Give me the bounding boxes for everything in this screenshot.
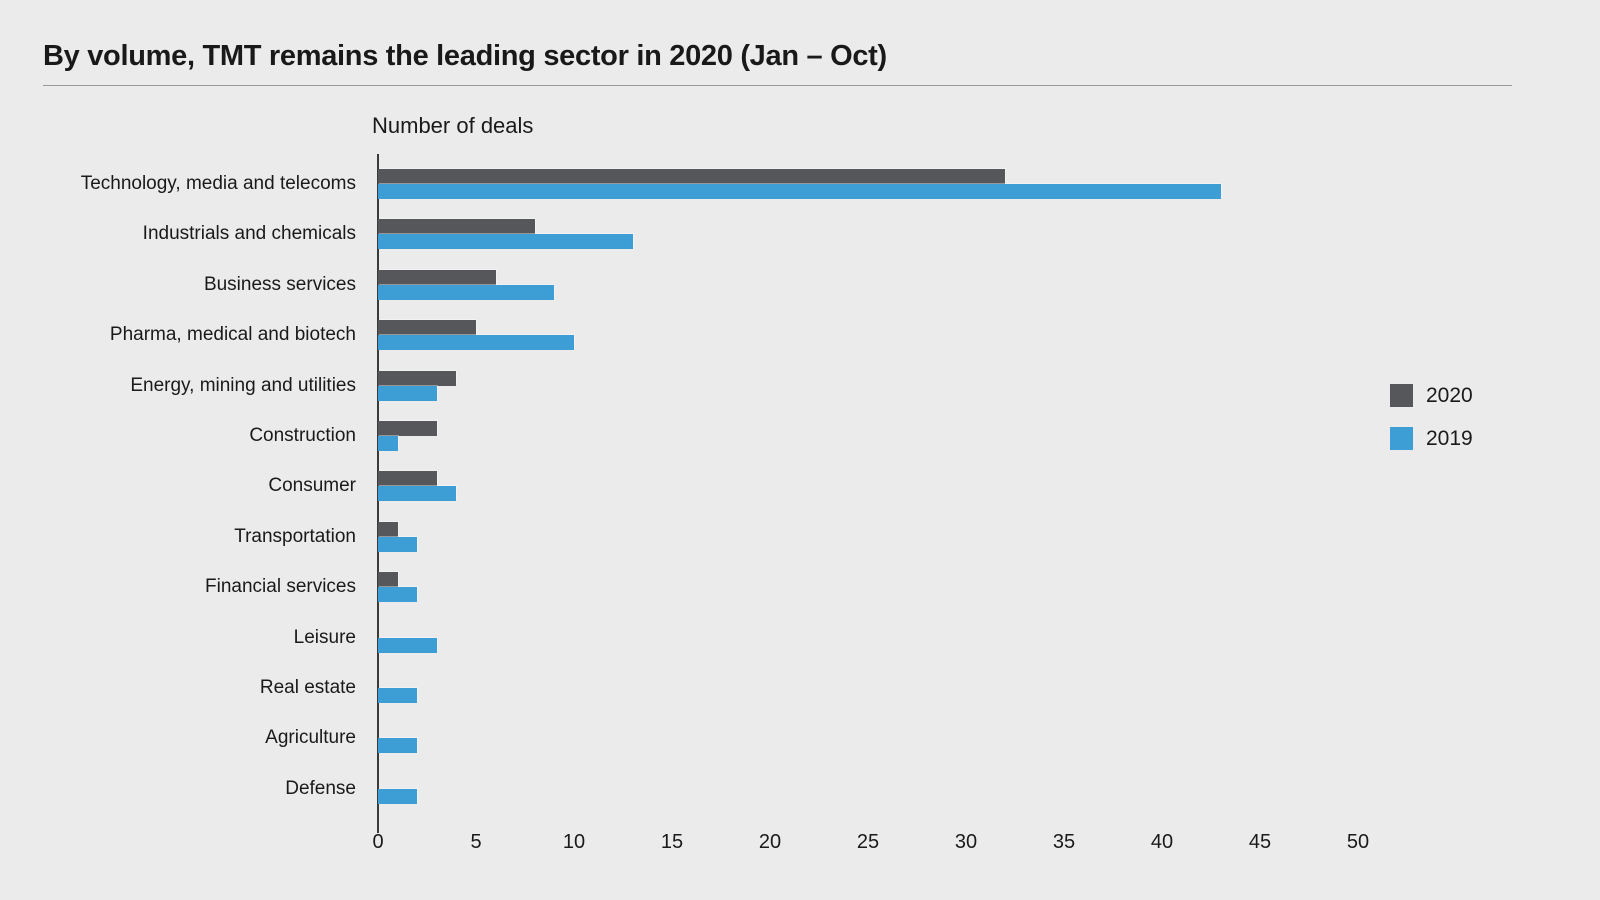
category-label: Industrials and chemicals [142,223,356,244]
bar-2019 [378,436,398,451]
bar-2020 [378,522,398,537]
category-label: Financial services [205,576,356,597]
x-tick-label: 45 [1248,831,1272,853]
category-label: Leisure [293,627,356,648]
x-tick-label: 50 [1346,831,1370,853]
bar-2019 [378,688,417,703]
category-label: Construction [249,425,356,446]
bar-2019 [378,638,437,653]
legend-label-2020: 2020 [1426,384,1473,407]
x-tick-label: 10 [562,831,586,853]
title-divider [43,85,1512,86]
category-label: Consumer [268,475,356,496]
bar-2019 [378,184,1221,199]
legend-swatch-2019 [1390,427,1413,450]
x-tick-label: 35 [1052,831,1076,853]
bar-2020 [378,270,496,285]
bar-2019 [378,335,574,350]
bar-2020 [378,572,398,587]
bar-2019 [378,537,417,552]
bar-2019 [378,285,554,300]
x-tick-label: 40 [1150,831,1174,853]
x-tick-label: 20 [758,831,782,853]
x-tick-label: 25 [856,831,880,853]
bar-2019 [378,738,417,753]
bar-2019 [378,789,417,804]
legend-swatch-2020 [1390,384,1413,407]
category-label: Agriculture [265,727,356,748]
legend-label-2019: 2019 [1426,427,1473,450]
category-label: Real estate [259,677,356,698]
bar-2019 [378,386,437,401]
category-label: Pharma, medical and biotech [109,324,356,345]
category-label: Transportation [234,526,356,547]
bar-2020 [378,169,1005,184]
category-label: Defense [285,778,356,799]
bar-2019 [378,587,417,602]
bar-2020 [378,371,456,386]
bar-2020 [378,320,476,335]
category-label: Technology, media and telecoms [80,173,356,194]
bar-2019 [378,234,633,249]
x-tick-label: 5 [470,831,482,853]
bar-2020 [378,219,535,234]
x-tick-label: 0 [372,831,384,853]
x-tick-label: 15 [660,831,684,853]
chart-title: By volume, TMT remains the leading secto… [43,40,887,72]
bar-2019 [378,486,456,501]
x-axis-title: Number of deals [372,113,534,138]
bar-2020 [378,421,437,436]
category-label: Business services [203,274,356,295]
bar-2020 [378,471,437,486]
x-tick-label: 30 [954,831,978,853]
category-label: Energy, mining and utilities [130,375,356,396]
